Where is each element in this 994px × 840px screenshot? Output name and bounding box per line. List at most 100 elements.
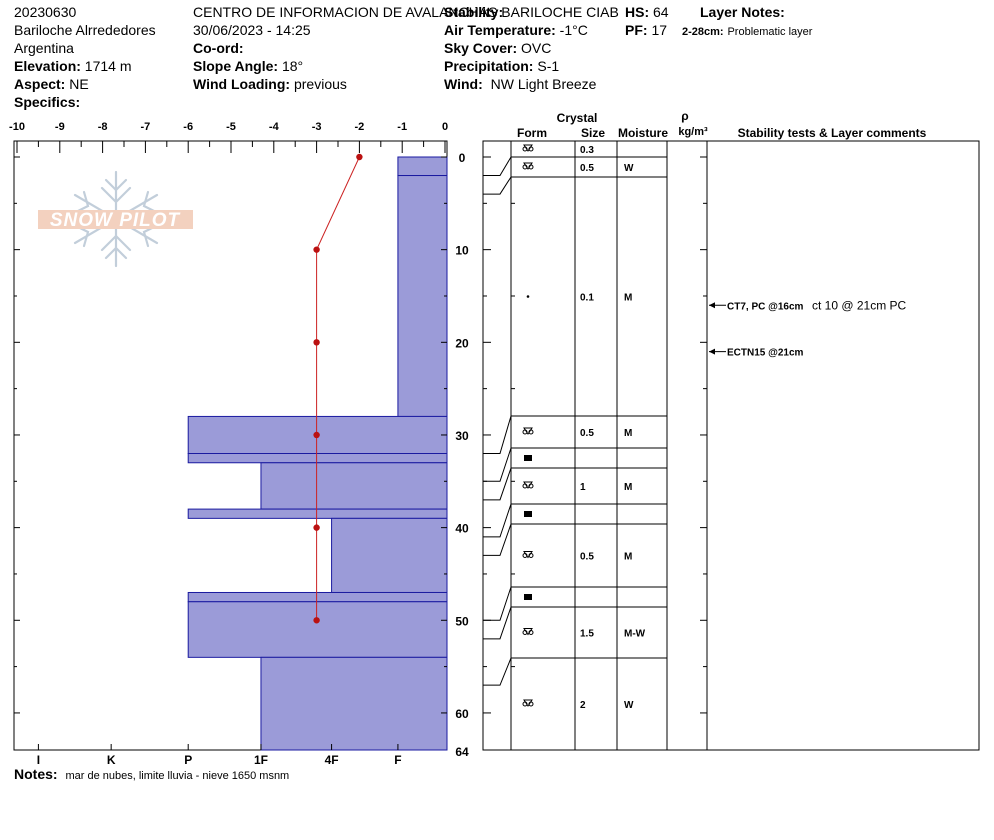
wind-value: NW Light Breeze [490, 76, 597, 92]
layer-connector [483, 657, 512, 686]
hardness-layer-bar [260, 656, 448, 751]
layer-connector [483, 156, 512, 177]
pf-label: PF: [625, 22, 648, 38]
facet-triangle [523, 699, 533, 707]
layer-size: 0.3 [580, 145, 594, 156]
pf-value: 17 [651, 22, 668, 38]
facet-circle [528, 429, 534, 435]
faceted-rounded-icon [522, 162, 534, 170]
layer-table-rows: 0.3 0.5 W 0.1 M 0.5 M 1 M 0.5 M 1.5 M-W 2 W [483, 144, 667, 711]
organization: CENTRO DE INFORMACION DE AVALANCHAS BARI… [193, 4, 619, 20]
layer-note-text: Problematic layer [727, 26, 813, 38]
depth-tick-label: 40 [455, 522, 469, 536]
air-temp-value: -1°C [559, 22, 588, 38]
aspect-value: NE [69, 76, 89, 92]
elevation-value: 1714 m [84, 58, 132, 74]
layer-size: 0.5 [580, 552, 594, 563]
facet-triangle [523, 162, 533, 170]
stability-arrow-head [709, 302, 715, 309]
hardness-layer-bar [187, 601, 448, 658]
hardness-layer-bar [187, 591, 448, 603]
coord-label: Co-ord: [193, 40, 244, 56]
wind-loading-label: Wind Loading: [193, 76, 291, 92]
ice-crust-icon [524, 455, 532, 461]
notes: Notes: mar de nubes, limite lluvia - nie… [14, 766, 289, 782]
hs-row: HS: 64 [625, 3, 669, 21]
temp-tick-label: -7 [141, 121, 151, 133]
layer-connector [483, 586, 512, 621]
wind-row: Wind: NW Light Breeze [444, 75, 596, 93]
facet-triangle [523, 551, 533, 559]
temperature-line [316, 156, 360, 621]
stability-tests-header: Stability tests & Layer comments [738, 126, 927, 140]
specifics-label: Specifics: [14, 94, 81, 110]
layer-connector [483, 176, 512, 195]
layer-notes-label: Layer Notes: [700, 4, 785, 20]
profile-date: 20230630 [14, 4, 77, 20]
layer-size: 0.5 [580, 428, 594, 439]
facet-circle [528, 483, 534, 489]
hardness-tick-label: F [394, 753, 401, 765]
temp-tick-label: -1 [397, 121, 407, 133]
layer-connector [483, 447, 512, 482]
hs-label: HS: [625, 4, 650, 20]
aspect-row: Aspect: NE [14, 75, 89, 93]
facet-triangle [523, 628, 533, 636]
faceted-rounded-icon [522, 144, 534, 152]
wind-label: Wind: [444, 76, 483, 92]
precipitation-row: Precipitation: S-1 [444, 57, 559, 75]
layer-moisture: W [624, 163, 634, 174]
layer-connector [483, 606, 512, 640]
layer-size: 1 [580, 482, 586, 493]
depth-tick-label: 60 [455, 707, 469, 721]
depth-tick-label: 50 [455, 614, 469, 628]
depth-tick-label: 30 [455, 429, 469, 443]
facet-circle [522, 553, 528, 558]
air-temp-label: Air Temperature: [444, 22, 556, 38]
slope-value: 18° [281, 58, 304, 74]
wind-loading-row: Wind Loading: previous [193, 75, 347, 93]
snowpilot-logo: SNOW PILOT [38, 170, 193, 268]
layer-connector [483, 503, 512, 538]
layer-moisture: M-W [624, 629, 646, 640]
profile-country: Argentina [14, 40, 74, 56]
hardness-layer-bar [397, 156, 448, 177]
hardness-tick-label: 1F [254, 753, 268, 765]
elevation-row: Elevation: 1714 m [14, 57, 132, 75]
facet-triangle [523, 144, 533, 152]
size-header: Size [581, 126, 605, 140]
precip-particles-icon [526, 295, 530, 298]
layer-moisture: M [624, 482, 632, 493]
sky-cover-row: Sky Cover: OVC [444, 39, 551, 57]
faceted-rounded-icon [522, 481, 534, 489]
ice-crust-icon [524, 511, 532, 517]
layer-note-depth: 2-28cm: [682, 26, 724, 38]
depth-axis: 0 10 20 30 40 50 60 64 [14, 151, 707, 759]
hardness-layer-bar [260, 462, 448, 510]
faceted-rounded-icon [522, 699, 534, 707]
logo-banner [38, 210, 193, 229]
temperature-point [313, 617, 320, 624]
hs-value: 64 [653, 4, 669, 20]
sky-cover-value: OVC [521, 40, 552, 56]
datetime: 30/06/2023 - 14:25 [193, 22, 311, 38]
hardness-layer-bar [187, 453, 448, 464]
temperature-axis: -10 -9 -8 -7 -6 -5 -4 -3 -2 -1 0 [9, 121, 448, 153]
stability-annotations: CT7, PC @16cm ct 10 @ 21cm PC ECTN15 @21cm [709, 298, 907, 359]
temperature-profile [313, 153, 363, 624]
layer-moisture: M [624, 428, 632, 439]
notes-text: mar de nubes, limite lluvia - nieve 1650… [65, 770, 290, 782]
facet-circle [522, 630, 528, 635]
layer-size: 1.5 [580, 629, 594, 640]
stability-test-label: ECTN15 @21cm [727, 348, 804, 359]
faceted-rounded-icon [522, 427, 534, 435]
elevation-label: Elevation: [14, 58, 81, 74]
facet-circle [522, 429, 528, 435]
hardness-layers [187, 156, 448, 751]
layer-table-frame [482, 140, 980, 751]
temp-tick-label: -6 [183, 121, 193, 133]
layer-connector [483, 415, 512, 454]
stability-arrow-head [709, 348, 715, 355]
hardness-tick-label: P [184, 753, 192, 765]
logo-text: SNOW PILOT [50, 210, 181, 231]
